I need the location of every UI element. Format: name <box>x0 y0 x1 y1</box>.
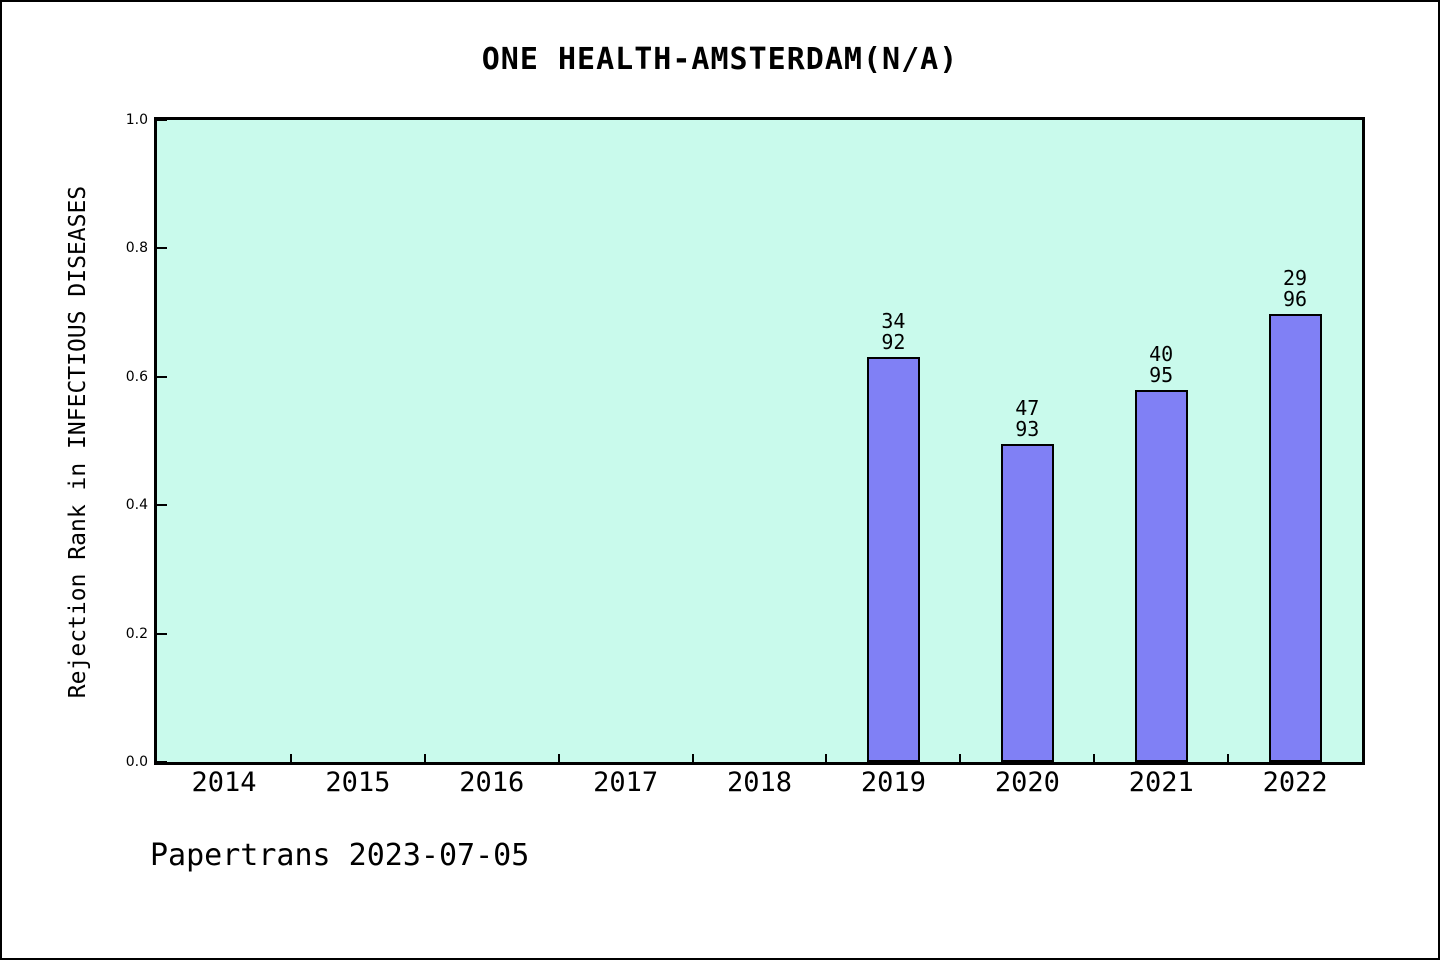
x-tick-mark <box>557 754 560 762</box>
watermark-text: Papertrans 2023-07-05 <box>150 838 530 873</box>
bar-value-label: 47 93 <box>1015 396 1040 441</box>
y-tick-mark <box>157 119 167 121</box>
bar-2022 <box>1268 314 1322 762</box>
bar-value-label: 29 96 <box>1283 266 1308 311</box>
y-tick-mark <box>157 504 167 507</box>
y-tick-label: 1.0 <box>125 112 148 128</box>
chart-title: ONE HEALTH-AMSTERDAM(N/A) <box>481 42 959 77</box>
y-tick-mark <box>157 761 167 763</box>
x-tick-mark <box>1227 754 1230 762</box>
x-tick-label: 2017 <box>593 767 659 798</box>
x-tick-label: 2015 <box>325 767 391 798</box>
y-tick-mark <box>157 632 167 635</box>
x-tick-mark <box>825 754 828 762</box>
y-tick-label: 0.6 <box>125 368 148 385</box>
y-tick-mark <box>157 375 167 378</box>
y-tick-mark <box>157 247 167 250</box>
x-tick-mark <box>959 754 962 762</box>
bar-2020 <box>1000 444 1054 762</box>
x-tick-label: 2018 <box>727 767 793 798</box>
x-tick-mark <box>691 754 694 762</box>
x-tick-label: 2019 <box>860 767 926 798</box>
bar-2019 <box>866 357 920 762</box>
plot-area: 34 92 47 93 40 95 29 96 <box>154 117 1365 765</box>
y-axis-title: Rejection Rank in INFECTIOUS DISEASES <box>65 185 91 699</box>
x-tick-mark <box>1093 754 1096 762</box>
x-tick-label: 2021 <box>1128 767 1194 798</box>
y-tick-label: 0.8 <box>125 240 148 257</box>
x-tick-label: 2014 <box>191 767 257 798</box>
y-tick-label: 0.4 <box>125 497 148 514</box>
y-tick-label: 0.2 <box>125 625 148 642</box>
bar-value-label: 34 92 <box>881 309 906 354</box>
x-tick-label: 2016 <box>459 767 525 798</box>
bar-2021 <box>1134 390 1188 762</box>
x-tick-mark <box>423 754 426 762</box>
x-tick-mark <box>289 754 292 762</box>
x-tick-label: 2020 <box>994 767 1060 798</box>
bar-value-label: 40 95 <box>1149 342 1174 387</box>
y-tick-label: 0.0 <box>125 754 148 770</box>
x-tick-label: 2022 <box>1262 767 1328 798</box>
